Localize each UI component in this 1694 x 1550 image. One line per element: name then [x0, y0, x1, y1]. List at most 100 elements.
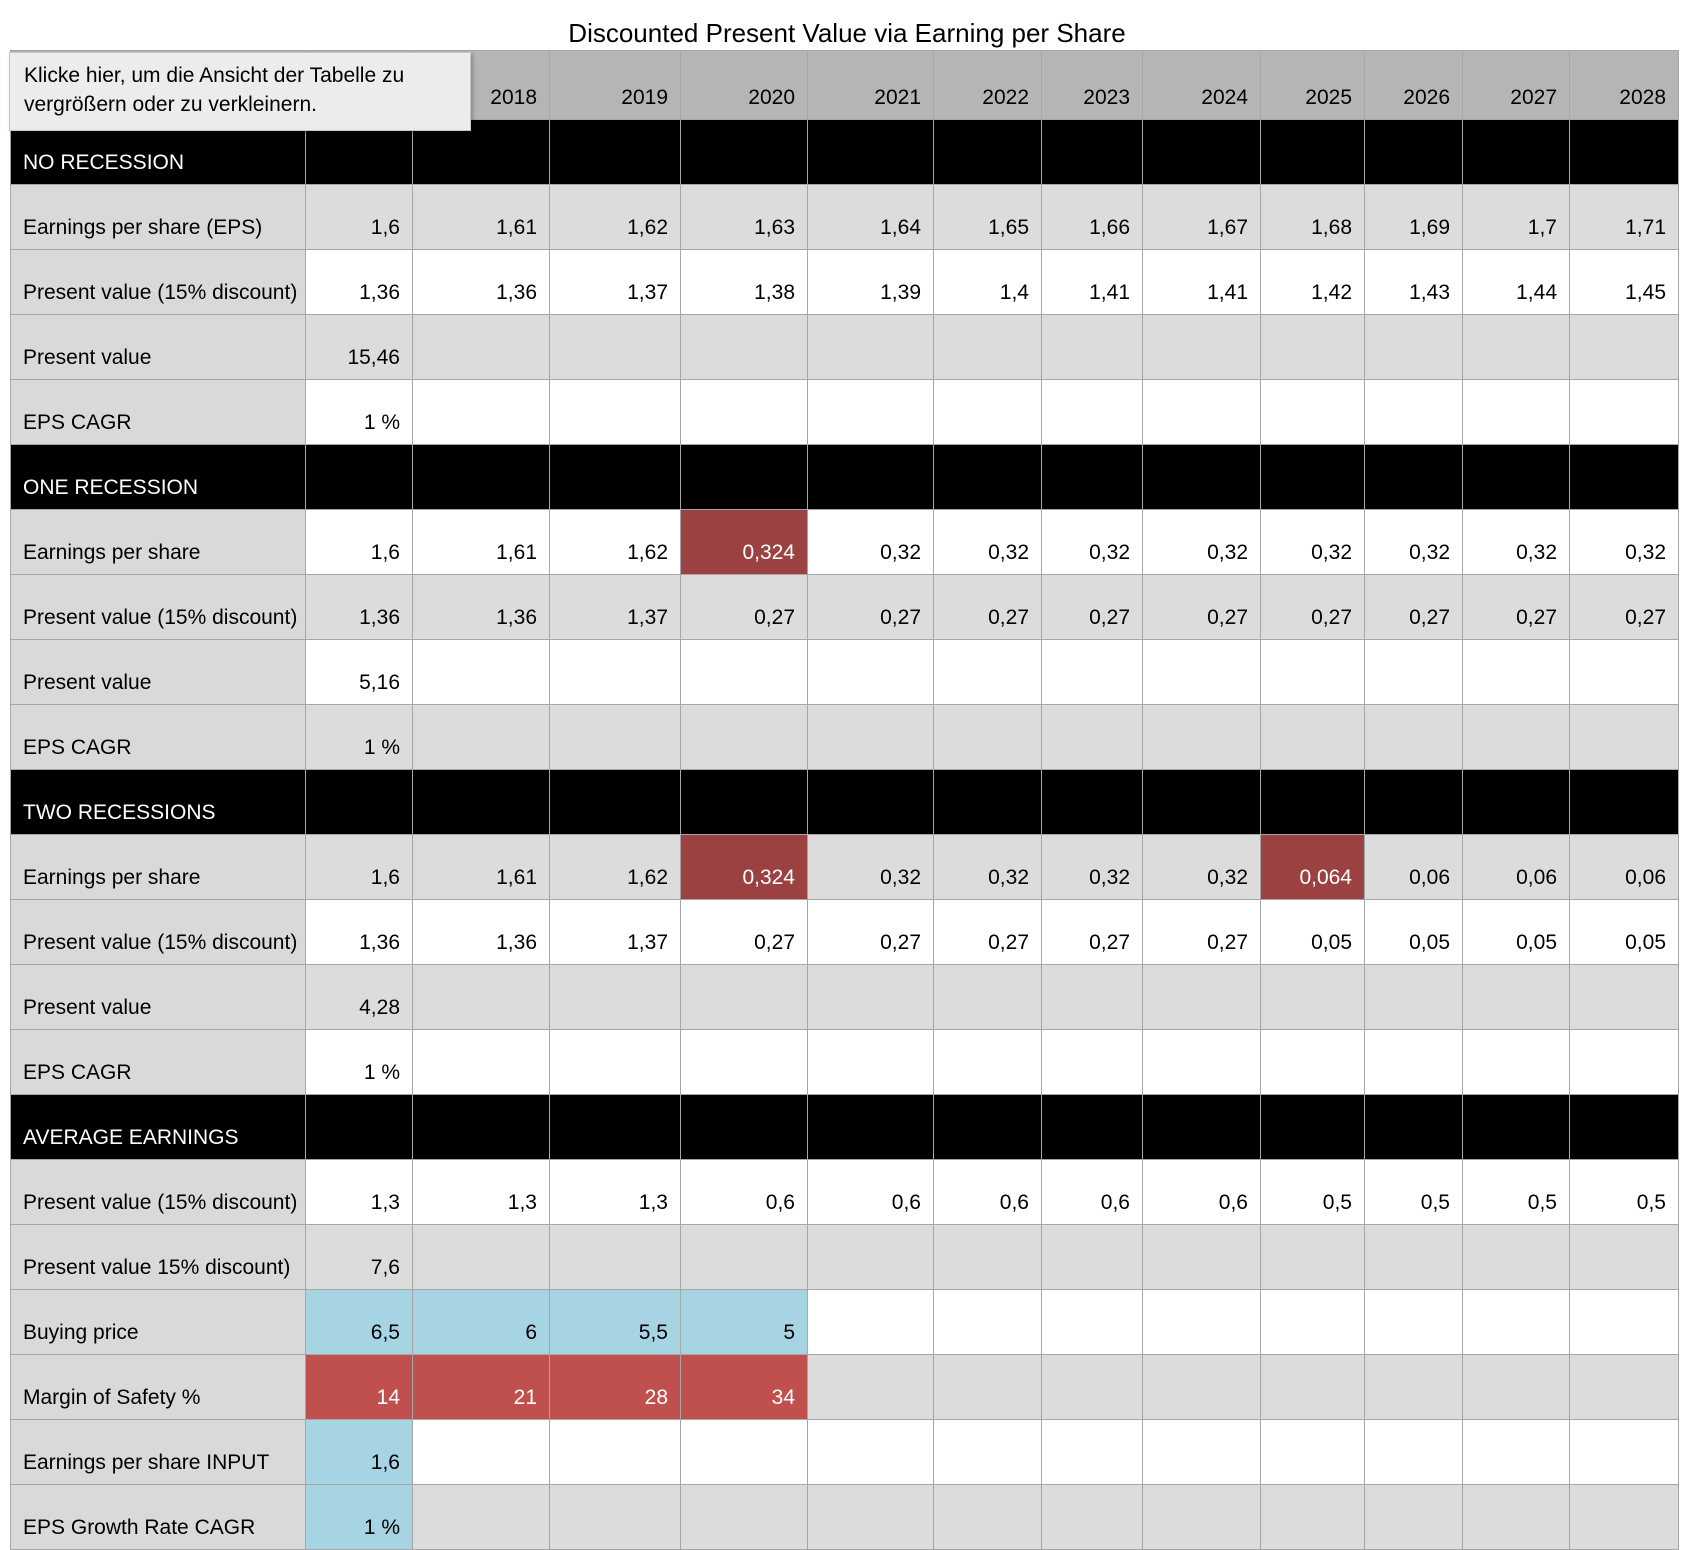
- data-cell[interactable]: 1,43: [1364, 249, 1463, 315]
- row-label-cell[interactable]: Buying price: [10, 1289, 306, 1355]
- section-header-cell[interactable]: AVERAGE EARNINGS: [10, 1094, 306, 1160]
- data-cell[interactable]: [1142, 639, 1261, 705]
- data-cell[interactable]: 1,71: [1569, 184, 1679, 250]
- data-cell[interactable]: [1569, 964, 1679, 1030]
- data-cell[interactable]: 1,3: [412, 1159, 550, 1225]
- data-cell[interactable]: [1260, 704, 1365, 770]
- year-header-cell[interactable]: 2028: [1569, 50, 1679, 120]
- data-cell[interactable]: 0,5: [1462, 1159, 1570, 1225]
- data-cell[interactable]: [807, 1484, 934, 1550]
- data-cell[interactable]: [807, 379, 934, 445]
- data-cell[interactable]: 0,324: [680, 509, 808, 575]
- data-cell[interactable]: 1,63: [680, 184, 808, 250]
- data-cell[interactable]: 0,32: [1142, 834, 1261, 900]
- data-cell[interactable]: [680, 1419, 808, 1485]
- data-cell[interactable]: [933, 1419, 1042, 1485]
- data-cell[interactable]: [807, 1289, 934, 1355]
- data-cell[interactable]: [1142, 704, 1261, 770]
- data-cell[interactable]: [1260, 1289, 1365, 1355]
- data-cell[interactable]: 1,36: [305, 899, 413, 965]
- year-header-cell[interactable]: 2027: [1462, 50, 1570, 120]
- section-header-cell[interactable]: [933, 1094, 1042, 1160]
- data-cell[interactable]: 15,46: [305, 314, 413, 380]
- data-cell[interactable]: 0,32: [1041, 834, 1143, 900]
- data-cell[interactable]: 7,6: [305, 1224, 413, 1290]
- data-cell[interactable]: 0,6: [933, 1159, 1042, 1225]
- data-cell[interactable]: [680, 964, 808, 1030]
- data-cell[interactable]: [1462, 1289, 1570, 1355]
- data-cell[interactable]: 0,6: [807, 1159, 934, 1225]
- data-cell[interactable]: 1,38: [680, 249, 808, 315]
- section-header-cell[interactable]: [1041, 1094, 1143, 1160]
- row-label-cell[interactable]: Present value: [10, 314, 306, 380]
- data-cell[interactable]: 6,5: [305, 1289, 413, 1355]
- section-header-cell[interactable]: [680, 119, 808, 185]
- data-cell[interactable]: [1462, 379, 1570, 445]
- data-cell[interactable]: 1,4: [933, 249, 1042, 315]
- data-cell[interactable]: [1260, 1484, 1365, 1550]
- data-cell[interactable]: [680, 704, 808, 770]
- data-cell[interactable]: 1,45: [1569, 249, 1679, 315]
- data-cell[interactable]: 1,65: [933, 184, 1042, 250]
- data-cell[interactable]: 0,27: [1364, 574, 1463, 640]
- data-cell[interactable]: [412, 704, 550, 770]
- section-header-cell[interactable]: [1260, 444, 1365, 510]
- section-header-cell[interactable]: [305, 444, 413, 510]
- data-cell[interactable]: 0,32: [1462, 509, 1570, 575]
- section-header-cell[interactable]: [305, 1094, 413, 1160]
- data-cell[interactable]: [680, 1029, 808, 1095]
- section-header-cell[interactable]: [1142, 1094, 1261, 1160]
- data-cell[interactable]: [1041, 1484, 1143, 1550]
- section-header-cell[interactable]: [1364, 769, 1463, 835]
- data-cell[interactable]: 1,6: [305, 1419, 413, 1485]
- data-cell[interactable]: 1,36: [412, 249, 550, 315]
- data-cell[interactable]: [412, 1224, 550, 1290]
- data-cell[interactable]: 1,67: [1142, 184, 1261, 250]
- row-label-cell[interactable]: EPS CAGR: [10, 1029, 306, 1095]
- data-cell[interactable]: [1462, 1224, 1570, 1290]
- row-label-cell[interactable]: Present value: [10, 639, 306, 705]
- data-cell[interactable]: [1462, 1484, 1570, 1550]
- data-cell[interactable]: 0,32: [807, 834, 934, 900]
- data-cell[interactable]: [1569, 1354, 1679, 1420]
- data-cell[interactable]: [549, 1029, 681, 1095]
- data-cell[interactable]: [933, 1289, 1042, 1355]
- data-cell[interactable]: 0,27: [680, 574, 808, 640]
- data-cell[interactable]: [412, 379, 550, 445]
- data-cell[interactable]: 0,27: [1041, 574, 1143, 640]
- section-header-cell[interactable]: [549, 444, 681, 510]
- data-cell[interactable]: 1,37: [549, 574, 681, 640]
- row-label-cell[interactable]: Margin of Safety %: [10, 1354, 306, 1420]
- section-header-cell[interactable]: [1462, 119, 1570, 185]
- data-cell[interactable]: 5: [680, 1289, 808, 1355]
- data-cell[interactable]: [1260, 379, 1365, 445]
- data-cell[interactable]: [680, 1484, 808, 1550]
- section-header-cell[interactable]: [1041, 769, 1143, 835]
- data-cell[interactable]: 1,7: [1462, 184, 1570, 250]
- data-cell[interactable]: [933, 1224, 1042, 1290]
- data-cell[interactable]: [1569, 704, 1679, 770]
- data-cell[interactable]: 0,324: [680, 834, 808, 900]
- data-cell[interactable]: 0,32: [807, 509, 934, 575]
- section-header-cell[interactable]: [412, 769, 550, 835]
- data-cell[interactable]: [1260, 1419, 1365, 1485]
- data-cell[interactable]: 0,27: [807, 899, 934, 965]
- data-cell[interactable]: 1,62: [549, 184, 681, 250]
- data-cell[interactable]: [412, 314, 550, 380]
- data-cell[interactable]: [1041, 964, 1143, 1030]
- data-cell[interactable]: [1462, 964, 1570, 1030]
- year-header-cell[interactable]: 2022: [933, 50, 1042, 120]
- data-cell[interactable]: [1260, 1224, 1365, 1290]
- section-header-cell[interactable]: [1462, 444, 1570, 510]
- row-label-cell[interactable]: Present value 15% discount): [10, 1224, 306, 1290]
- data-cell[interactable]: 1,62: [549, 509, 681, 575]
- data-cell[interactable]: [1569, 1224, 1679, 1290]
- data-cell[interactable]: [1462, 1354, 1570, 1420]
- row-label-cell[interactable]: EPS CAGR: [10, 704, 306, 770]
- data-cell[interactable]: 1,3: [305, 1159, 413, 1225]
- data-cell[interactable]: [933, 1484, 1042, 1550]
- section-header-cell[interactable]: [680, 1094, 808, 1160]
- section-header-cell[interactable]: [549, 1094, 681, 1160]
- data-cell[interactable]: [1041, 639, 1143, 705]
- row-label-cell[interactable]: Earnings per share: [10, 509, 306, 575]
